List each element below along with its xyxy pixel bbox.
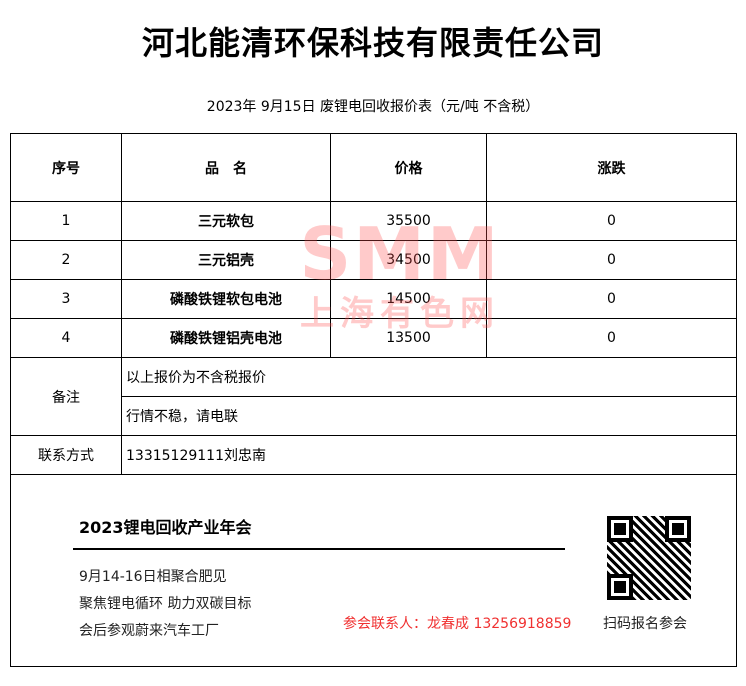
notes-label: 备注 bbox=[10, 357, 122, 436]
qr-caption: 扫码报名参会 bbox=[603, 616, 687, 632]
table-row: 4 磷酸铁锂铝壳电池 13500 0 bbox=[10, 318, 737, 358]
notes-row: 行情不稳，请电联 bbox=[11, 396, 737, 436]
header-name: 品 名 bbox=[121, 133, 331, 202]
header-no: 序号 bbox=[10, 133, 122, 202]
header-change: 涨跌 bbox=[486, 133, 737, 202]
conference-banner: 2023锂电回收产业年会 9月14-16日相聚合肥见 聚焦锂电循环 助力双碳目标… bbox=[10, 474, 737, 667]
contact-label: 联系方式 bbox=[10, 435, 122, 475]
table-row: 2 三元铝壳 34500 0 bbox=[10, 240, 737, 280]
company-title: 河北能清环保科技有限责任公司 bbox=[141, 24, 604, 62]
contact-row: 联系方式 13315129111刘忠南 bbox=[10, 435, 737, 475]
contact-value: 13315129111刘忠南 bbox=[121, 435, 737, 475]
subtitle: 2023年 9月15日 废锂电回收报价表（元/吨 不含税） bbox=[206, 99, 540, 115]
banner-contact: 参会联系人：龙春成 13256918859 bbox=[343, 616, 572, 632]
price-table: 序号 品 名 价格 涨跌 1 三元软包 35500 0 2 三元铝壳 34500 0 3 磷酸… bbox=[10, 133, 737, 475]
table-header: 序号 品 名 价格 涨跌 bbox=[10, 133, 737, 202]
banner-line: 9月14-16日相聚合肥见 bbox=[79, 569, 227, 585]
notes-row: 备注 以上报价为不含税报价 bbox=[10, 357, 737, 436]
divider bbox=[73, 548, 565, 550]
table-row: 1 三元软包 35500 0 bbox=[10, 201, 737, 241]
note: 以上报价为不含税报价 bbox=[121, 357, 737, 397]
note: 行情不稳，请电联 bbox=[121, 396, 737, 436]
banner-line: 会后参观蔚来汽车工厂 bbox=[79, 623, 219, 639]
table-row: 3 磷酸铁锂软包电池 14500 0 bbox=[10, 279, 737, 319]
banner-title: 2023锂电回收产业年会 bbox=[79, 518, 252, 537]
qr-code-icon[interactable] bbox=[607, 516, 691, 600]
banner-line: 聚焦锂电循环 助力双碳目标 bbox=[79, 596, 252, 612]
header-price: 价格 bbox=[330, 133, 487, 202]
